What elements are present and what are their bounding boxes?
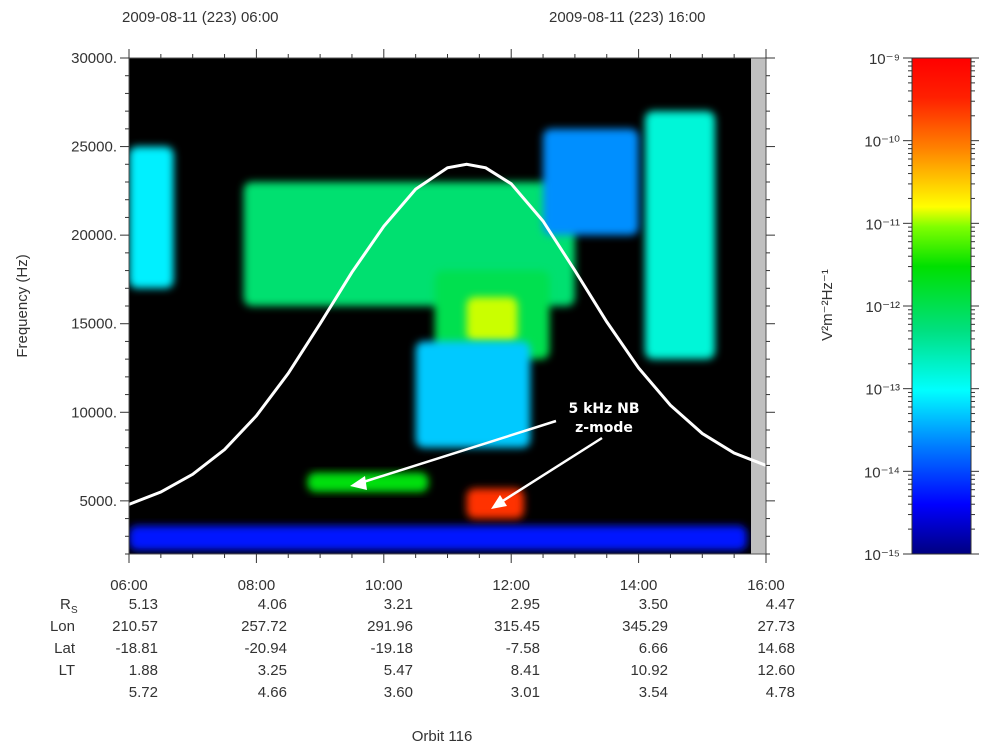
y-tick-label: 25000. [71, 139, 117, 156]
ephemeris-cell: -20.94 [244, 640, 287, 657]
ephemeris-cell: 291.96 [367, 618, 413, 635]
ephemeris-row-label-subscript: S [71, 605, 78, 616]
y-tick-label: 10000. [71, 404, 117, 421]
colorbar-ticks: 10⁻⁹ 10⁻¹⁰ 10⁻¹¹ 10⁻¹² 10⁻¹³ 10⁻¹⁴ 10⁻¹⁵ [864, 51, 979, 564]
x-tick-label: 14:00 [620, 577, 658, 594]
emission-region [644, 111, 716, 360]
emission-region [129, 525, 747, 551]
ephemeris-cell: 210.57 [112, 618, 158, 635]
colorbar-title: V²m⁻²Hz⁻¹ [819, 269, 836, 341]
spectrogram-plot [128, 57, 767, 555]
ephemeris-cell: 8.41 [511, 662, 540, 679]
x-tick-label: 10:00 [365, 577, 403, 594]
ephemeris-cell: -19.18 [370, 640, 413, 657]
emission-region [307, 472, 429, 492]
annotation-line2: z-mode [575, 420, 633, 436]
ephemeris-cell: 5.47 [384, 662, 413, 679]
ephemeris-cell: 1.88 [129, 662, 158, 679]
colorbar-gradient [911, 57, 972, 555]
y-axis-title: Frequency (Hz) [14, 254, 31, 357]
ephemeris-row-label: Lat [54, 640, 76, 657]
ephemeris-cell: 3.01 [511, 684, 540, 701]
ephemeris-row-label: Lon [50, 618, 75, 635]
colorbar: 10⁻⁹ 10⁻¹⁰ 10⁻¹¹ 10⁻¹² 10⁻¹³ 10⁻¹⁴ 10⁻¹⁵ V²m⁻²… [819, 51, 979, 564]
y-tick-label: 30000. [71, 50, 117, 67]
ephemeris-cell: -18.81 [115, 640, 158, 657]
colorbar-tick-label: 10⁻¹⁴ [864, 464, 900, 481]
x-tick-label: 06:00 [110, 577, 148, 594]
no-data-region [751, 58, 766, 554]
ephemeris-cell: 2.95 [511, 596, 540, 613]
ephemeris-cell: 3.50 [639, 596, 668, 613]
colorbar-tick-label: 10⁻¹² [865, 299, 900, 316]
annotation-arrowhead-right [491, 495, 507, 509]
annotation-line1: 5 kHz NB [568, 401, 639, 417]
y-tick-label: 20000. [71, 227, 117, 244]
ephemeris-cell: 4.47 [766, 596, 795, 613]
ephemeris-cell: 5.72 [129, 684, 158, 701]
emission-region [466, 297, 518, 342]
x-tick-label: 08:00 [238, 577, 276, 594]
emission-region [415, 341, 531, 448]
ephemeris-cell: 4.66 [258, 684, 287, 701]
y-tick-label: 5000. [79, 493, 117, 510]
ephemeris-cell: 27.73 [757, 618, 795, 635]
ephemeris-cell: 5.13 [129, 596, 158, 613]
ephemeris-cell: 12.60 [757, 662, 795, 679]
y-tick-label: 15000. [71, 316, 117, 333]
x-axis: 06:00 08:00 10:00 12:00 14:00 16:00 [110, 49, 785, 594]
ephemeris-cell: 4.78 [766, 684, 795, 701]
ephemeris-cell: -7.58 [506, 640, 540, 657]
ephemeris-row-label: LT [59, 662, 75, 679]
ephemeris-cell: 345.29 [622, 618, 668, 635]
ephemeris-cell: 6.66 [639, 640, 668, 657]
colorbar-tick-label: 10⁻¹³ [865, 382, 900, 399]
emission-region [129, 146, 174, 289]
x-tick-label: 12:00 [492, 577, 530, 594]
x-tick-label: 16:00 [747, 577, 785, 594]
ephemeris-cell: 3.60 [384, 684, 413, 701]
orbit-label: Orbit 116 [412, 728, 473, 745]
ephemeris-row-label: R [60, 596, 71, 613]
ephemeris-cell: 3.21 [384, 596, 413, 613]
ephemeris-cell: 14.68 [757, 640, 795, 657]
start-time-label: 2009-08-11 (223) 06:00 [122, 9, 279, 26]
y-axis: 5000. 10000. 15000. 20000. 25000. 30000. [71, 50, 775, 555]
colorbar-tick-label: 10⁻¹⁵ [864, 547, 900, 564]
emission-region [543, 128, 639, 236]
annotation-arrow-right [497, 436, 603, 506]
colorbar-tick-label: 10⁻⁹ [869, 51, 900, 68]
ephemeris-cell: 4.06 [258, 596, 287, 613]
annotation: 5 kHz NB z-mode [350, 401, 640, 509]
ephemeris-cell: 3.25 [258, 662, 287, 679]
ephemeris-table: R S Lon Lat LT 5.13 4.06 3.21 2.95 3.50 4.47 210.57… [50, 596, 795, 701]
ephemeris-cell: 3.54 [639, 684, 668, 701]
overlay-curve [128, 162, 767, 506]
ephemeris-cell: 257.72 [241, 618, 287, 635]
ephemeris-cell: 315.45 [494, 618, 540, 635]
colorbar-tick-label: 10⁻¹⁰ [864, 134, 900, 151]
colorbar-tick-label: 10⁻¹¹ [865, 216, 900, 233]
annotation-arrowhead-left [350, 476, 367, 490]
end-time-label: 2009-08-11 (223) 16:00 [549, 9, 706, 26]
annotation-arrow-left [356, 419, 557, 486]
ephemeris-cell: 10.92 [630, 662, 668, 679]
